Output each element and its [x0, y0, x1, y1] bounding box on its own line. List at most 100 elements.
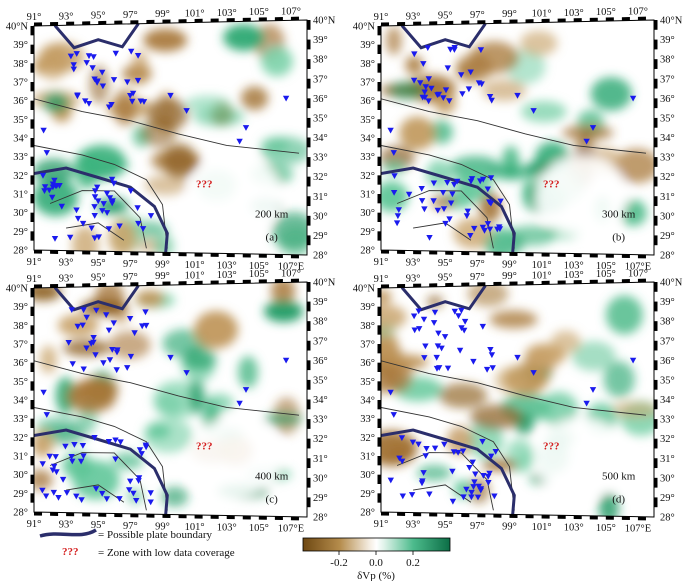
longitude-label-top: 107°: [628, 268, 648, 279]
seismic-station-marker: [93, 79, 101, 86]
seismic-station-marker: [454, 178, 461, 185]
plate-boundary-line: [53, 22, 140, 50]
latitude-label-right: 30°: [313, 473, 328, 484]
latitude-label-right: 34°: [660, 395, 675, 406]
seismic-station-marker: [430, 180, 438, 187]
seismic-station-marker: [127, 478, 134, 485]
seismic-station-marker: [129, 98, 136, 105]
seismic-station-marker: [117, 439, 124, 446]
seismic-station-marker: [471, 479, 478, 486]
latitude-label-left: 35°: [13, 115, 28, 126]
latitude-label-left: 28°: [13, 508, 28, 519]
seismic-station-marker: [463, 213, 471, 220]
legend-boundary-label: = Possible plate boundary: [98, 529, 213, 541]
longitude-label-top: 101°: [532, 8, 552, 19]
seismic-station-marker: [41, 188, 48, 194]
latitude-label-left: 35°: [360, 377, 375, 388]
seismic-station-marker: [435, 330, 442, 337]
velocity-anomaly-field: [381, 26, 654, 255]
map-frame: [377, 278, 658, 521]
longitude-label-bottom: 105°: [596, 261, 616, 272]
anomaly-patch: [610, 401, 654, 418]
longitude-label-bottom: 93°: [406, 520, 421, 531]
low-coverage-marker: ???: [543, 179, 560, 191]
seismic-station-marker: [131, 330, 138, 337]
seismic-station-marker: [92, 486, 100, 492]
seismic-station-marker: [399, 458, 406, 465]
seismic-station-marker: [458, 325, 465, 332]
latitude-label-left: 36°: [13, 358, 28, 369]
latitude-label-left: 33°: [13, 414, 28, 425]
low-coverage-marker: ???: [196, 179, 213, 191]
latitude-label-right: 29°: [660, 493, 675, 504]
seismic-station-marker: [629, 95, 637, 102]
seismic-station-marker: [109, 200, 116, 207]
seismic-station-marker: [458, 307, 465, 314]
latitude-label-right: 33°: [313, 153, 328, 164]
seismic-station-marker: [80, 307, 87, 314]
seismic-station-marker: [90, 54, 97, 60]
seismic-station-marker: [91, 435, 98, 441]
latitude-label-right: 35°: [660, 375, 675, 386]
anomaly-patch: [263, 412, 303, 426]
longitude-label-top: 99°: [502, 9, 517, 20]
seismic-station-marker: [43, 150, 50, 156]
seismic-station-marker: [424, 45, 431, 51]
seismic-station-marker: [390, 412, 397, 418]
latitude-label-right: 29°: [313, 231, 328, 242]
seismic-station-marker: [92, 188, 99, 195]
anomaly-patch: [603, 361, 635, 398]
plate-boundary-line: [400, 22, 487, 50]
seismic-station-marker: [83, 314, 90, 321]
anomaly-patch: [135, 290, 165, 308]
seismic-station-marker: [465, 86, 473, 93]
map-frame: [30, 16, 311, 259]
latitude-label-right: 40°N: [660, 16, 683, 27]
seismic-station-marker: [461, 327, 468, 334]
seismic-station-marker: [134, 77, 142, 84]
colorbar-title: δVp (%): [357, 570, 395, 581]
anomaly-patch: [467, 477, 490, 504]
seismic-station-marker: [51, 236, 59, 242]
seismic-station-marker: [52, 454, 59, 460]
seismic-station-marker: [124, 79, 131, 86]
seismic-station-marker: [468, 489, 475, 496]
seismic-station-marker: [489, 365, 496, 371]
anomaly-patch: [467, 282, 509, 307]
seismic-station-marker: [134, 53, 142, 59]
latitude-label-right: 28°: [660, 251, 675, 262]
seismic-station-marker: [466, 465, 473, 471]
seismic-station-marker: [42, 493, 50, 500]
seismic-station-marker: [69, 458, 76, 465]
seismic-station-marker: [52, 183, 59, 189]
latitude-label-left: 38°: [360, 321, 375, 332]
longitude-label-top: 95°: [91, 11, 106, 22]
latitude-label-right: 40°N: [313, 278, 336, 289]
seismic-station-marker: [467, 69, 474, 76]
latitude-label-right: 32°: [313, 172, 328, 183]
seismic-station-marker: [89, 65, 96, 71]
anomaly-patch: [430, 193, 456, 211]
seismic-station-marker: [113, 367, 120, 374]
depth-label: 400 km: [255, 470, 289, 482]
seismic-station-marker: [488, 97, 495, 104]
anomaly-patch: [429, 120, 453, 144]
longitude-label-top: 103°: [217, 8, 237, 19]
seismic-station-marker: [458, 72, 465, 78]
longitude-label-bottom: 91°: [27, 519, 42, 530]
seismic-station-marker: [485, 480, 492, 486]
seismic-station-marker: [486, 470, 493, 477]
latitude-label-left: 33°: [360, 414, 375, 425]
seismic-station-marker: [167, 92, 174, 99]
latitude-label-right: 30°: [660, 473, 675, 484]
seismic-station-marker: [126, 316, 134, 322]
longitude-label-top: 101°: [185, 8, 205, 19]
seismic-station-marker: [74, 323, 81, 330]
seismic-station-marker: [415, 441, 422, 448]
seismic-station-marker: [433, 354, 440, 361]
seismic-station-marker: [282, 357, 290, 364]
longitude-label-bottom: 101°: [532, 260, 552, 271]
seismic-station-marker: [73, 493, 80, 500]
latitude-label-right: 35°: [660, 113, 675, 124]
